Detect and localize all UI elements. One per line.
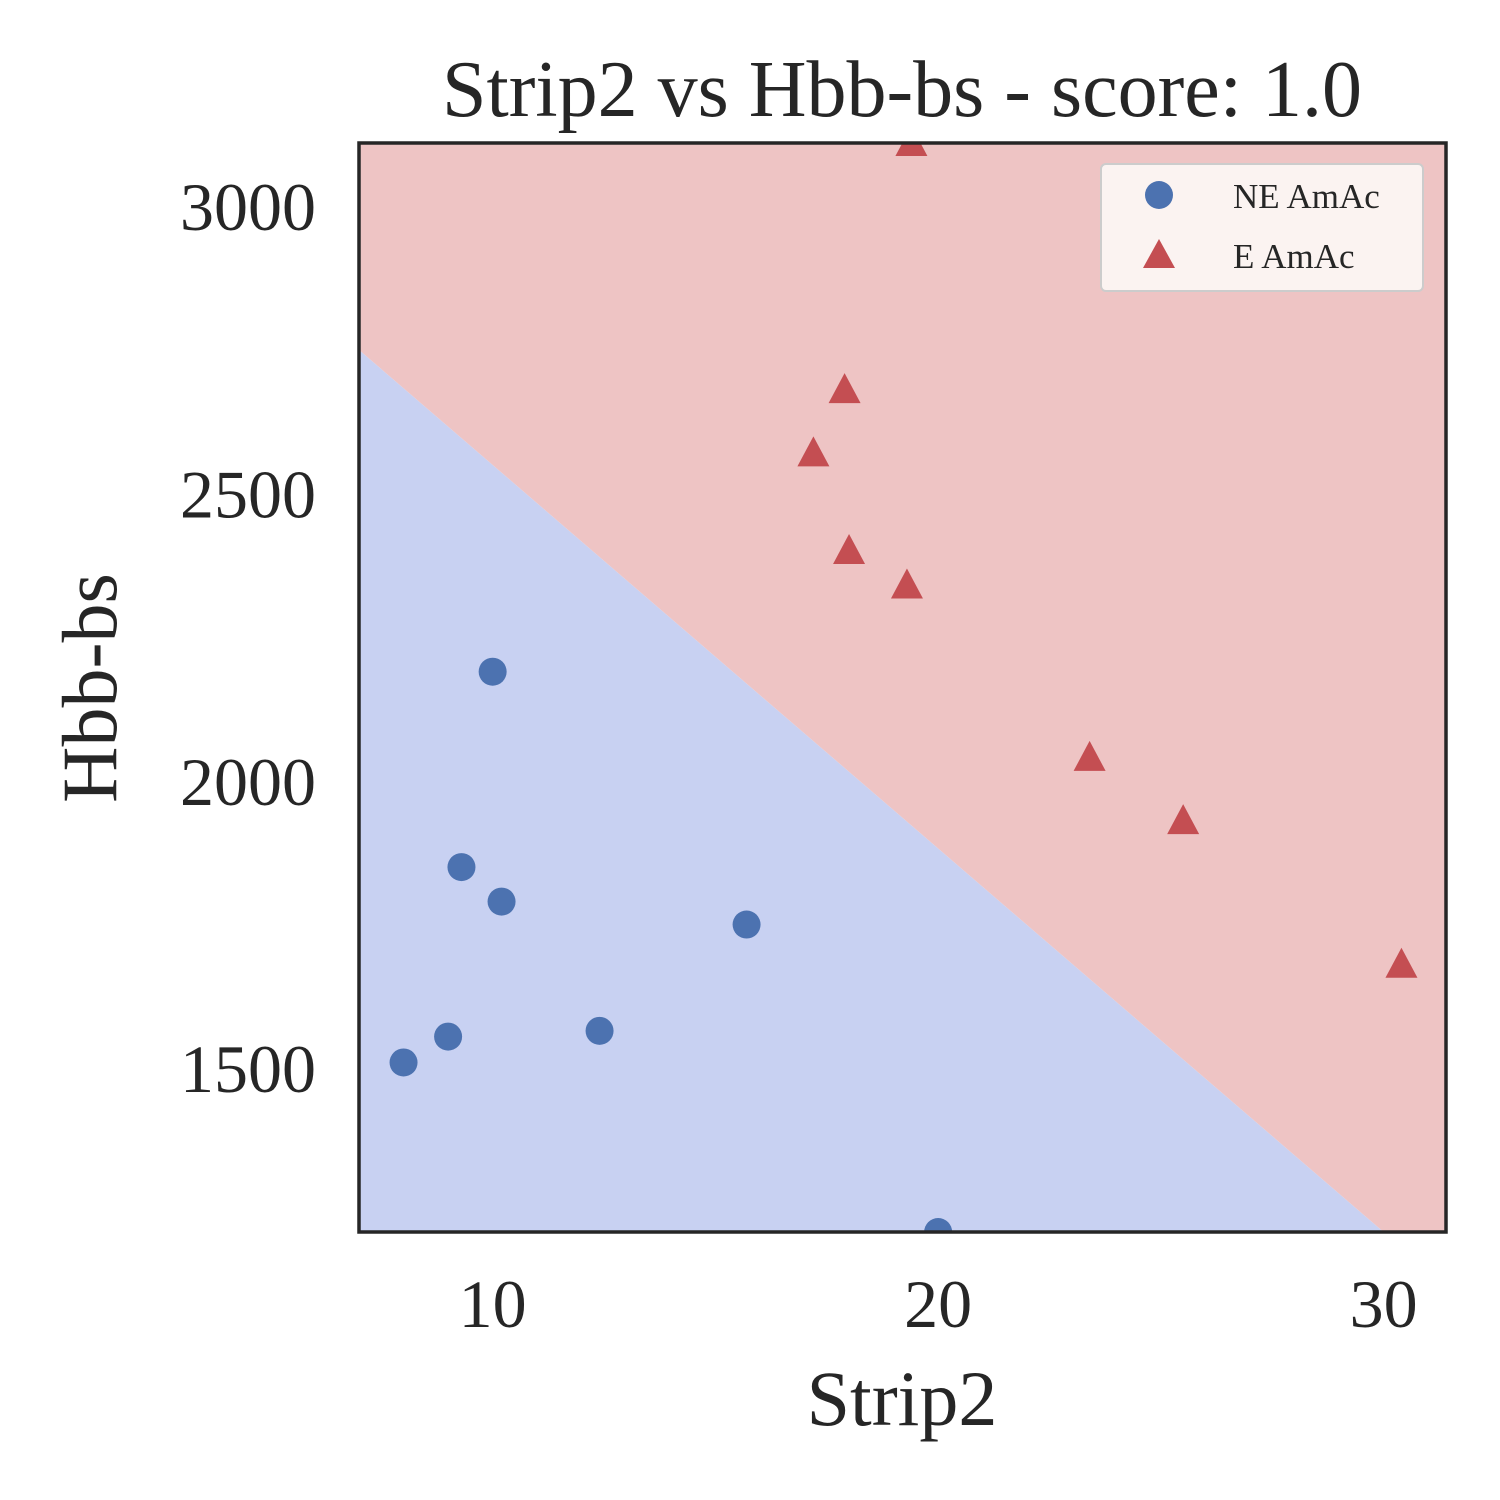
point-ne-amac-1: [389, 1048, 418, 1077]
y-tick-label-2500: 2500: [180, 457, 316, 533]
legend-box: [1100, 163, 1424, 292]
chart-title: Strip2 vs Hbb-bs - score: 1.0: [442, 46, 1362, 134]
point-ne-amac-4: [478, 657, 507, 686]
legend-marker-ne-amac: [1145, 181, 1173, 209]
legend-label-e-amac: E AmAc: [1233, 237, 1355, 276]
point-ne-amac-7: [732, 910, 761, 939]
x-tick-label-30: 30: [1350, 1266, 1418, 1342]
legend-label-ne-amac: NE AmAc: [1233, 177, 1380, 216]
point-ne-amac-2: [434, 1022, 463, 1051]
point-ne-amac-8: [924, 1218, 953, 1232]
point-e-amac-5: [895, 143, 928, 156]
x-tick-label-10: 10: [459, 1266, 527, 1342]
x-tick-label-20: 20: [904, 1266, 972, 1342]
y-tick-label-2000: 2000: [180, 744, 316, 820]
legend-marker-e-amac: [1143, 239, 1175, 268]
legend: NE AmAc E AmAc: [1100, 163, 1424, 292]
plot-frame: [357, 141, 1448, 1234]
y-tick-labels: 1500 2000 2500 3000: [180, 169, 316, 1107]
x-axis-label: Strip2: [807, 1355, 998, 1442]
point-e-amac-4: [890, 568, 923, 599]
point-ne-amac-5: [487, 887, 516, 916]
region-e-amac: [359, 143, 1446, 1232]
point-e-amac-8: [1385, 947, 1418, 978]
point-e-amac-3: [833, 534, 866, 565]
region-ne-amac: [359, 349, 1384, 1232]
point-e-amac-6: [1073, 740, 1106, 771]
y-axis-label: Hbb-bs: [46, 573, 133, 803]
data-points: [389, 143, 1418, 1232]
point-e-amac-1: [797, 436, 830, 467]
point-e-amac-2: [828, 373, 861, 404]
point-e-amac-7: [1167, 804, 1200, 835]
y-tick-label-3000: 3000: [180, 169, 316, 245]
point-ne-amac-3: [447, 853, 476, 882]
x-tick-labels: 10 20 30: [459, 1266, 1418, 1342]
point-ne-amac-6: [585, 1016, 614, 1045]
y-tick-label-1500: 1500: [180, 1031, 316, 1107]
